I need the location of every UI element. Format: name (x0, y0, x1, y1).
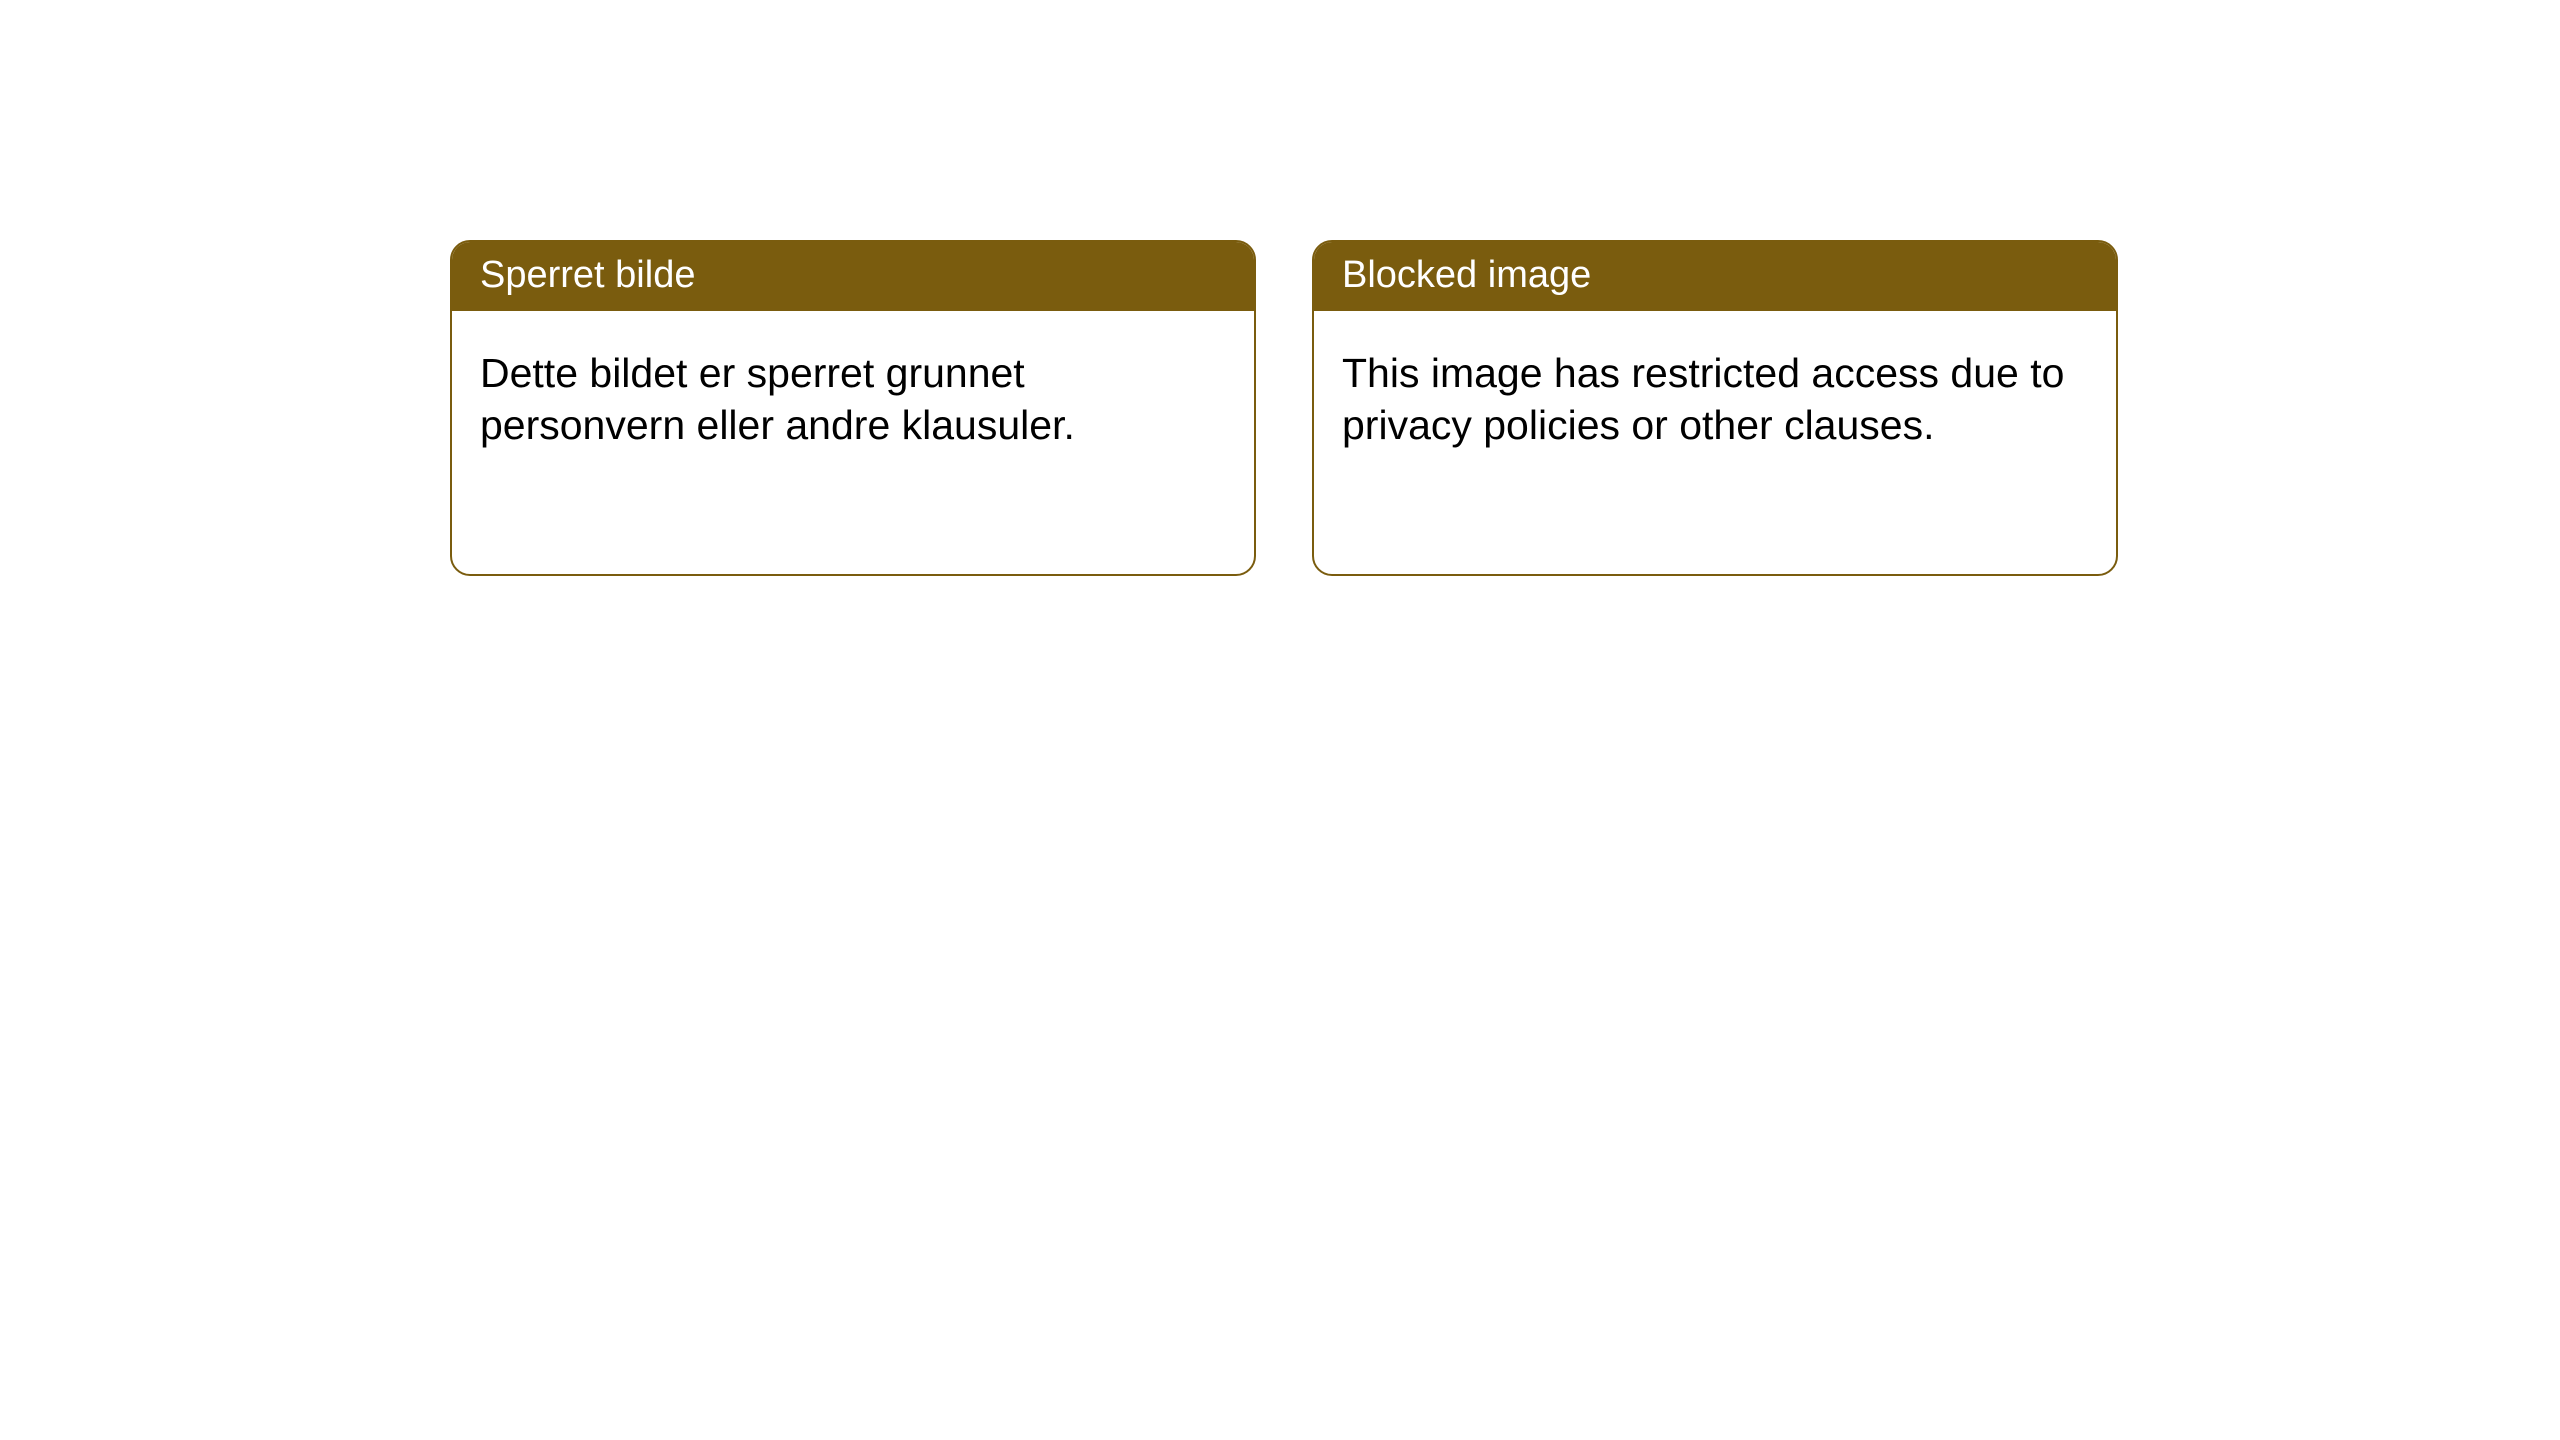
notice-card-header: Sperret bilde (452, 242, 1254, 311)
notice-card-norwegian: Sperret bilde Dette bildet er sperret gr… (450, 240, 1256, 576)
notice-cards-container: Sperret bilde Dette bildet er sperret gr… (450, 240, 2118, 576)
notice-card-body: Dette bildet er sperret grunnet personve… (452, 311, 1254, 480)
notice-card-english: Blocked image This image has restricted … (1312, 240, 2118, 576)
notice-card-header: Blocked image (1314, 242, 2116, 311)
notice-card-body: This image has restricted access due to … (1314, 311, 2116, 480)
